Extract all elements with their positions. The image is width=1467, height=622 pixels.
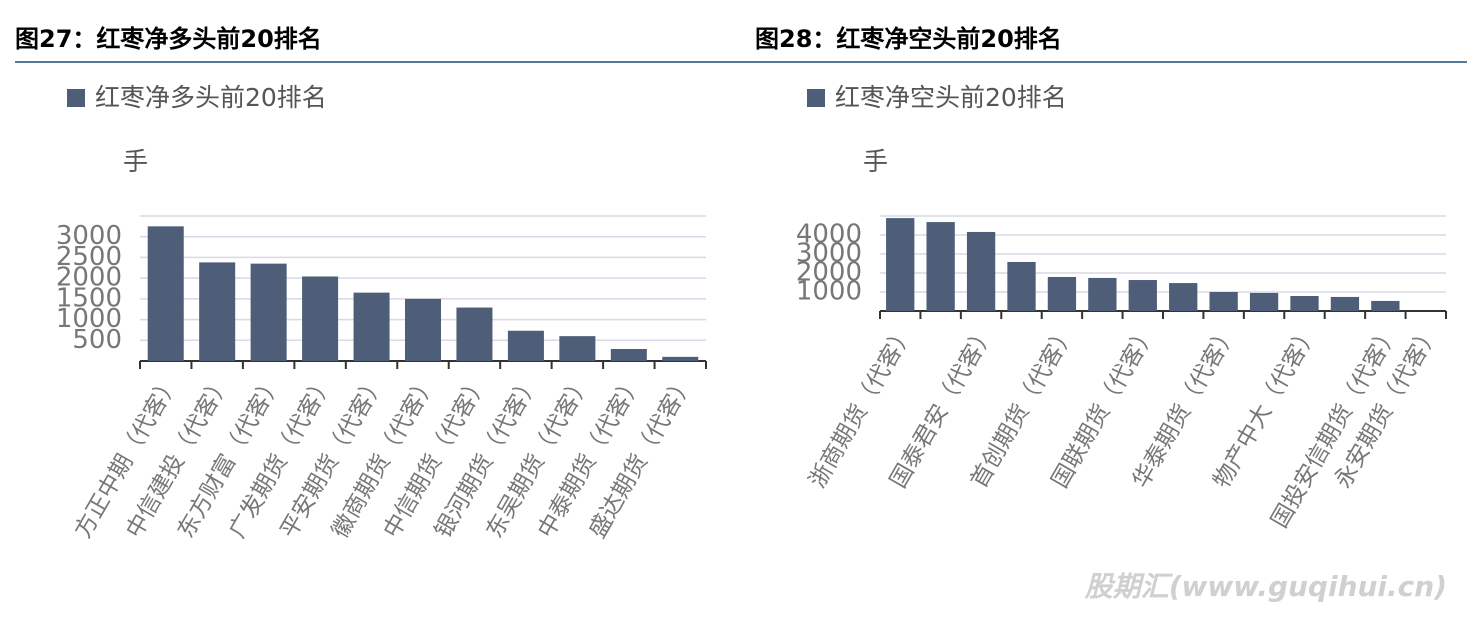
bar bbox=[966, 231, 996, 311]
y-tick-label: 3000 bbox=[56, 221, 122, 251]
bar bbox=[147, 226, 184, 361]
legend-label: 红枣净多头前20排名 bbox=[95, 83, 327, 112]
bar bbox=[353, 292, 390, 361]
bar bbox=[1169, 283, 1198, 311]
bar bbox=[886, 218, 915, 311]
bar bbox=[199, 262, 236, 361]
bar bbox=[1330, 296, 1360, 311]
bar bbox=[1249, 292, 1279, 311]
watermark: 股期汇(www.guqihui.cn) bbox=[1084, 570, 1447, 603]
bar bbox=[559, 336, 596, 361]
y-tick-label: 2500 bbox=[56, 242, 122, 272]
bar bbox=[1007, 261, 1036, 311]
bar bbox=[1209, 292, 1238, 311]
bar bbox=[250, 263, 287, 361]
bar bbox=[404, 298, 442, 361]
y-tick-label: 1500 bbox=[56, 283, 122, 313]
bar bbox=[302, 276, 339, 361]
bar bbox=[456, 307, 493, 361]
y-tick-label: 2000 bbox=[796, 258, 862, 288]
y-axis-label: 手 bbox=[863, 147, 888, 176]
legend-swatch bbox=[67, 89, 85, 107]
bar bbox=[1290, 295, 1319, 311]
bar bbox=[610, 348, 647, 361]
bar bbox=[507, 330, 544, 361]
bar bbox=[662, 356, 699, 361]
y-tick-label: 1000 bbox=[796, 277, 862, 307]
y-tick-label: 1000 bbox=[56, 304, 122, 334]
y-tick-label: 500 bbox=[72, 325, 122, 355]
bar bbox=[926, 222, 955, 311]
legend-label: 红枣净空头前20排名 bbox=[835, 83, 1067, 112]
legend-swatch bbox=[807, 89, 825, 107]
chart-title: 图28：红枣净空头前20排名 bbox=[755, 25, 1062, 53]
y-tick-label: 4000 bbox=[796, 220, 862, 250]
bar bbox=[1371, 300, 1400, 311]
bar bbox=[1128, 280, 1157, 311]
y-tick-label: 3000 bbox=[796, 239, 862, 269]
y-tick-label: 2000 bbox=[56, 263, 122, 293]
y-axis-label: 手 bbox=[123, 147, 148, 176]
bar bbox=[1047, 276, 1077, 311]
chart-title: 图27：红枣净多头前20排名 bbox=[15, 25, 322, 53]
bar bbox=[1088, 277, 1117, 311]
